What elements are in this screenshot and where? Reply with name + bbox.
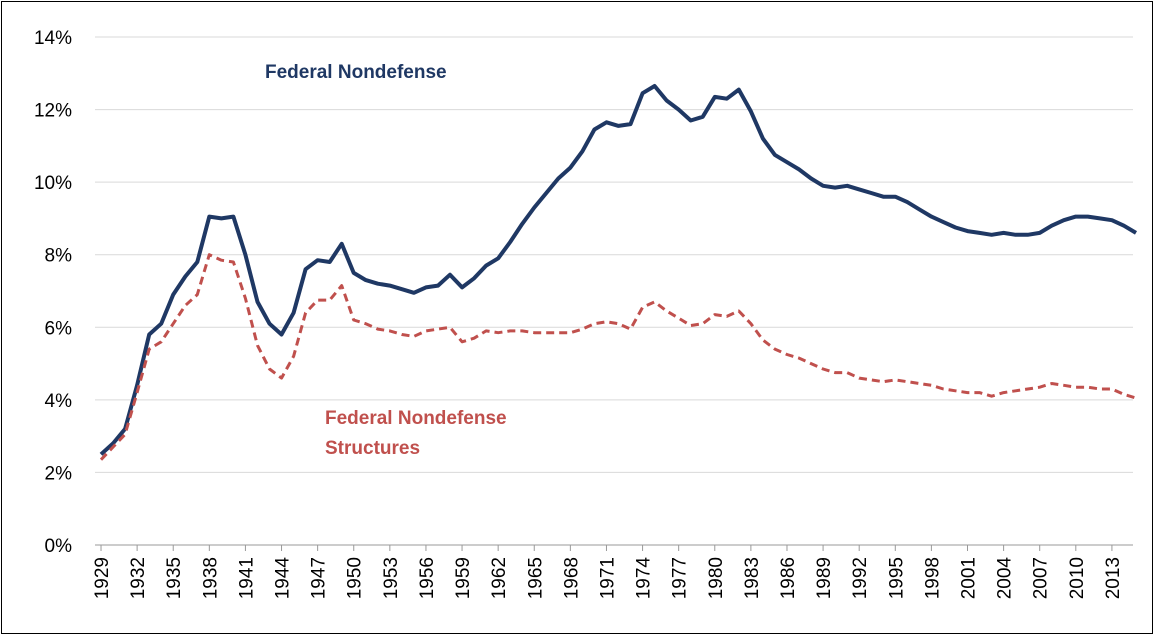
x-tick-label: 2010: [1067, 557, 1088, 599]
series-label: Federal Nondefense: [265, 62, 447, 83]
x-tick-label: 2013: [1103, 557, 1124, 599]
y-tick-label: 14%: [34, 28, 72, 49]
x-tick-label: 2004: [995, 557, 1016, 600]
x-tick-label: 1929: [92, 557, 113, 599]
series-line: [99, 84, 1138, 456]
series-line: [99, 253, 1137, 461]
x-tick-label: 1938: [200, 557, 221, 599]
x-tick-label: 1995: [886, 557, 907, 599]
x-tick-label: 2001: [959, 557, 980, 599]
x-tick-label: 1953: [381, 557, 402, 599]
y-tick-label: 4%: [45, 391, 73, 412]
x-tick-label: 1965: [525, 557, 546, 599]
x-tick-label: 1950: [345, 557, 366, 599]
y-tick-label: 10%: [34, 173, 72, 194]
x-tick-label: 1977: [670, 557, 691, 599]
x-tick-label: 1983: [742, 557, 763, 599]
x-tick-label: 1980: [706, 557, 727, 599]
x-tick-label: 1941: [236, 557, 257, 599]
y-tick-label: 6%: [45, 318, 73, 339]
y-tick-label: 2%: [45, 463, 73, 484]
y-tick-label: 0%: [45, 536, 73, 557]
x-tick-label: 1986: [778, 557, 799, 599]
x-tick-label: 1947: [309, 557, 330, 599]
x-tick-label: 1959: [453, 557, 474, 599]
x-tick-label: 1998: [922, 557, 943, 599]
x-tick-label: 1962: [489, 557, 510, 599]
x-tick-label: 1956: [417, 557, 438, 599]
x-tick-label: 1989: [814, 557, 835, 599]
x-tick-label: 1968: [561, 557, 582, 599]
x-tick-label: 1932: [128, 557, 149, 599]
x-tick-label: 1944: [273, 557, 294, 600]
y-tick-label: 8%: [45, 246, 73, 267]
x-tick-label: 2007: [1031, 557, 1052, 599]
x-tick-label: 1935: [164, 557, 185, 599]
x-tick-label: 1971: [597, 557, 618, 599]
x-tick-label: 1992: [850, 557, 871, 599]
x-tick-label: 1974: [634, 557, 655, 600]
y-tick-label: 12%: [34, 101, 72, 122]
series-label: Federal Nondefense Structures: [325, 408, 507, 459]
